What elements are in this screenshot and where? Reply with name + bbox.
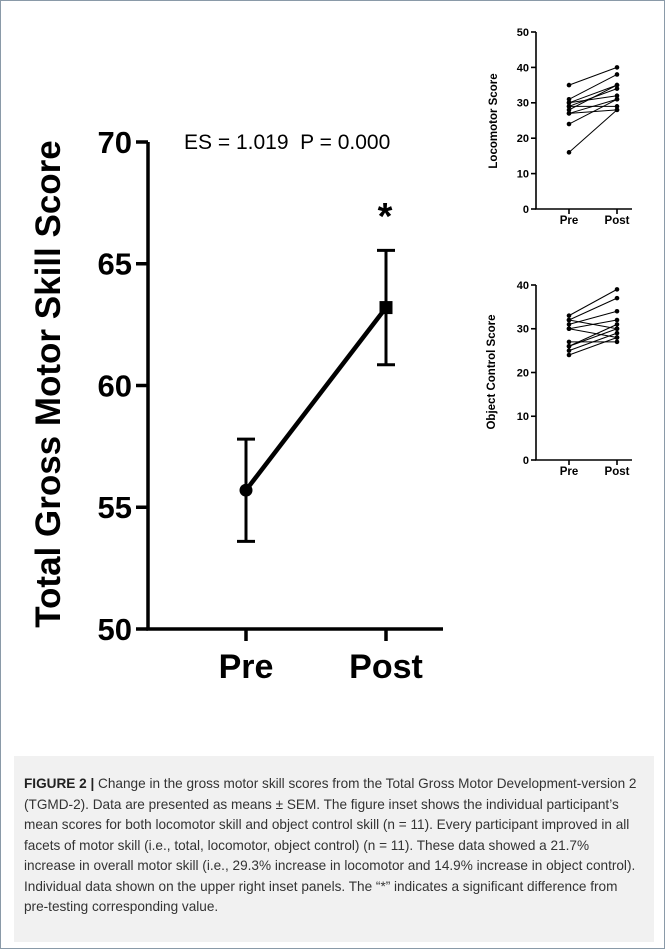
locomotor-data-point	[614, 107, 620, 113]
locomotor-x-ticks: Pre Post	[560, 209, 630, 227]
object-control-y-tick-label: 40	[517, 280, 529, 292]
locomotor-y-tick-label: 10	[517, 168, 529, 180]
object-control-x-tick-label: Post	[605, 466, 630, 478]
main-data-point	[239, 483, 253, 497]
main-y-tick-label: 65	[98, 247, 132, 282]
locomotor-y-tick-label: 0	[523, 204, 529, 216]
main-y-tick-label: 55	[98, 490, 132, 525]
object-control-series-line	[568, 297, 618, 321]
locomotor-data-point	[566, 96, 572, 102]
locomotor-series-line	[568, 66, 618, 86]
object-control-data-point	[566, 322, 572, 327]
locomotor-y-ticks: 0 10 20 30 40 50	[517, 27, 536, 216]
caption-label: FIGURE 2 |	[24, 776, 95, 791]
main-y-tick-label: 70	[98, 125, 132, 160]
object-control-y-axis-label: Object Control Score	[486, 314, 498, 429]
object-control-series	[566, 287, 620, 358]
object-control-y-tick-label: 30	[517, 324, 529, 336]
locomotor-inset-chart: Locomotor Score 0 10 20 30 40 50 Pre Post	[488, 27, 632, 227]
main-data-point	[379, 301, 393, 315]
locomotor-series-line	[568, 95, 618, 104]
object-control-series-line	[568, 328, 618, 347]
object-control-data-point	[566, 313, 572, 318]
locomotor-x-tick-label: Post	[605, 215, 630, 227]
main-x-ticks: Pre Post	[219, 629, 423, 686]
main-y-ticks: 50 55 60 65 70	[98, 125, 148, 647]
locomotor-data-point	[566, 100, 572, 106]
locomotor-data-point	[566, 150, 572, 155]
object-control-data-point	[566, 352, 572, 358]
locomotor-series-line	[568, 74, 618, 100]
locomotor-data-point	[614, 65, 620, 70]
locomotor-data-point	[614, 104, 620, 109]
main-series-line	[244, 306, 388, 492]
object-control-data-point	[614, 287, 620, 292]
main-y-tick-label: 60	[98, 368, 132, 403]
object-control-series-line	[568, 328, 618, 338]
locomotor-series-line	[568, 109, 618, 153]
object-control-y-tick-label: 20	[517, 367, 529, 379]
object-control-data-point	[614, 326, 620, 332]
locomotor-y-axis-label: Locomotor Score	[488, 73, 500, 168]
object-control-data-point	[614, 295, 620, 301]
locomotor-axes	[535, 32, 632, 210]
main-y-axis-label: Total Gross Motor Skill Score	[29, 140, 68, 628]
locomotor-y-tick-label: 30	[517, 98, 529, 110]
object-control-x-ticks: Pre Post	[560, 460, 630, 478]
effect-size-annotation: ES = 1.019 P = 0.000	[184, 131, 390, 154]
object-control-series-line	[568, 323, 618, 347]
main-axes	[146, 142, 443, 631]
locomotor-data-point	[614, 72, 620, 77]
object-control-y-tick-label: 10	[517, 411, 529, 423]
locomotor-data-point	[566, 104, 572, 109]
locomotor-y-tick-label: 50	[517, 27, 529, 39]
locomotor-data-point	[614, 96, 620, 102]
object-control-data-point	[614, 317, 620, 323]
locomotor-series-line	[568, 109, 618, 114]
main-x-tick-label: Post	[349, 648, 423, 686]
object-control-data-point	[566, 339, 572, 345]
locomotor-data-point	[614, 93, 620, 99]
locomotor-data-point	[566, 121, 572, 127]
object-control-data-point	[566, 317, 572, 323]
object-control-y-ticks: 0 10 20 30 40	[517, 280, 536, 467]
object-control-data-point	[566, 343, 572, 349]
main-series	[237, 248, 395, 543]
object-control-y-tick-label: 0	[523, 455, 529, 467]
locomotor-data-point	[566, 82, 572, 88]
object-control-data-point	[614, 330, 620, 336]
object-control-inset-chart: Object Control Score 0 10 20 30 40 Pre Post	[486, 280, 632, 478]
locomotor-data-point	[614, 82, 620, 88]
object-control-series-line	[568, 310, 618, 325]
object-control-data-point	[614, 322, 620, 327]
significance-marker: *	[378, 196, 393, 238]
locomotor-series-line	[568, 84, 618, 111]
object-control-series-line	[568, 337, 618, 356]
object-control-x-tick-label: Pre	[560, 466, 579, 478]
locomotor-data-point	[614, 86, 620, 91]
locomotor-y-tick-label: 20	[517, 133, 529, 145]
object-control-data-point	[614, 339, 620, 345]
main-chart: Total Gross Motor Skill Score 50 55 60 65 70…	[29, 125, 443, 686]
locomotor-series	[566, 65, 620, 155]
locomotor-data-point	[566, 107, 572, 113]
object-control-data-point	[614, 335, 620, 340]
object-control-data-point	[566, 348, 572, 353]
locomotor-y-tick-label: 40	[517, 62, 529, 74]
object-control-data-point	[614, 308, 620, 314]
locomotor-series-line	[568, 84, 618, 104]
caption-text: FIGURE 2 | Change in the gross motor ski…	[24, 774, 643, 918]
locomotor-x-tick-label: Pre	[560, 215, 579, 227]
object-control-data-point	[566, 326, 572, 332]
main-x-tick-label: Pre	[219, 648, 274, 686]
caption-body: Change in the gross motor skill scores f…	[24, 776, 637, 914]
object-control-series-line	[568, 319, 618, 330]
figure-caption: FIGURE 2 | Change in the gross motor ski…	[14, 756, 654, 942]
object-control-series-line	[568, 288, 618, 317]
locomotor-data-point	[566, 111, 572, 116]
main-y-tick-label: 50	[98, 612, 132, 647]
